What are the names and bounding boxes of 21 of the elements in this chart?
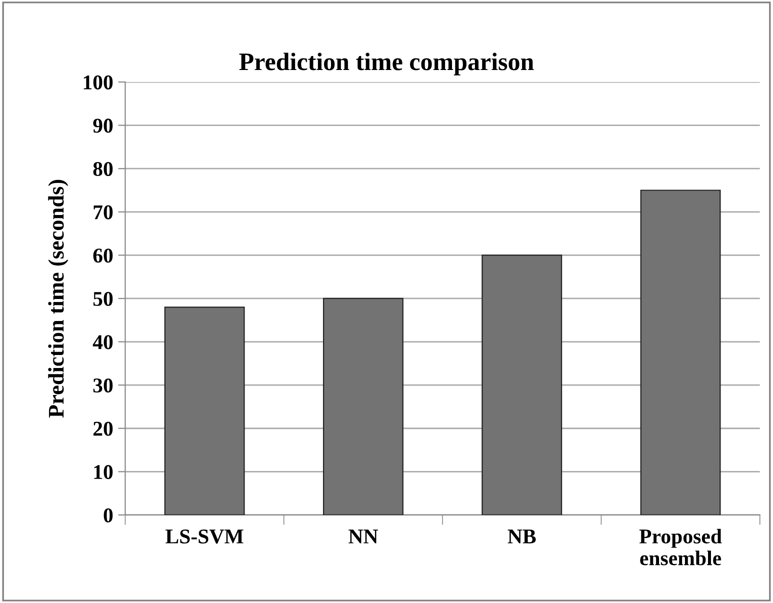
y-tick-label: 70 [94, 205, 113, 220]
y-tick-label: 10 [94, 465, 113, 480]
y-tick-label: 30 [93, 378, 113, 393]
y-axis-title: Prediction time (seconds) [48, 180, 68, 418]
x-tick-label: LS-SVM [166, 530, 244, 544]
y-tick-label: 90 [93, 118, 113, 133]
y-tick-label: 50 [93, 292, 113, 306]
bar [482, 254, 562, 515]
x-tick-label: Proposed ensemble [639, 528, 722, 566]
x-tick-label: NB [508, 530, 536, 544]
bar [640, 190, 721, 515]
y-tick-label: 60 [93, 248, 113, 263]
chart-title: Prediction time comparison [239, 52, 534, 76]
y-tick-label: 100 [84, 75, 113, 90]
y-tick-label: 40 [92, 335, 113, 350]
y-tick-label: 0 [104, 508, 113, 522]
bar [322, 298, 404, 515]
x-tick-label: NN [348, 530, 378, 544]
y-tick-label: 80 [93, 162, 113, 176]
bar [164, 306, 245, 515]
y-tick-label: 20 [93, 422, 113, 436]
